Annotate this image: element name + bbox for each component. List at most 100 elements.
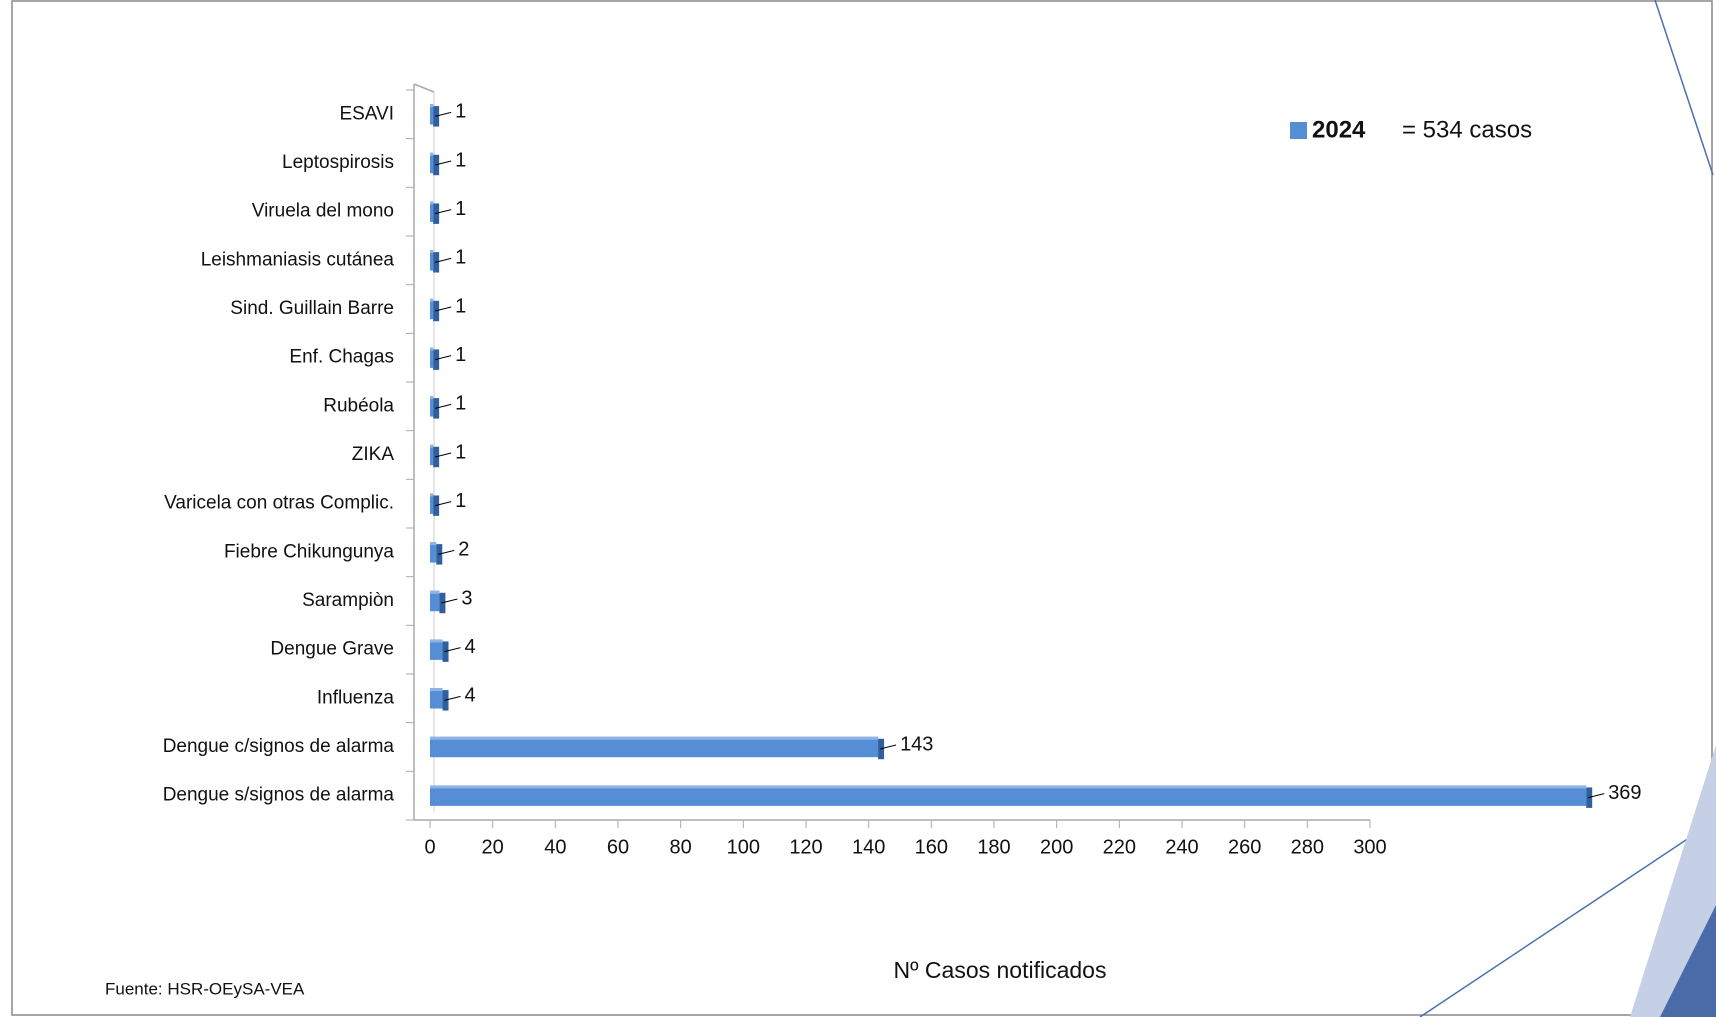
bar-top [430, 347, 434, 351]
x-axis-title: Nº Casos notificados [894, 957, 1107, 983]
legend: 2024 = 534 casos [1290, 116, 1532, 143]
bar [430, 785, 1587, 806]
x-tick-label: 100 [727, 836, 760, 858]
bar-top [430, 736, 879, 740]
x-tick-label: 280 [1291, 836, 1324, 858]
x-tick-label: 220 [1103, 836, 1136, 858]
bar [430, 688, 443, 709]
chart-border [11, 0, 1713, 1016]
bar [430, 250, 434, 271]
bar-top [430, 493, 434, 497]
source-note: Fuente: HSR-OEySA-VEA [105, 979, 305, 998]
y-tick-label: Influenza [317, 687, 395, 708]
value-label: 1 [455, 393, 466, 415]
bar [430, 542, 437, 563]
value-label: 1 [455, 247, 466, 269]
leader-line [435, 257, 452, 263]
legend-note: = 534 casos [1402, 116, 1532, 143]
x-tick-label: 200 [1040, 836, 1073, 858]
bar [430, 152, 434, 174]
value-label: 4 [465, 685, 476, 707]
bar [430, 104, 434, 125]
x-tick-label: 300 [1353, 836, 1386, 858]
value-label: 1 [455, 295, 466, 317]
y-tick-label: Viruela del mono [252, 201, 394, 222]
value-label: 369 [1608, 782, 1641, 804]
y-tick-label: ZIKA [352, 444, 395, 465]
x-tick-label: 40 [544, 836, 566, 858]
leader-line [435, 452, 452, 458]
leader-line [435, 111, 452, 117]
value-label: 143 [900, 733, 933, 755]
value-label: 1 [455, 344, 466, 366]
bar-top [430, 152, 434, 156]
leader-line [435, 160, 452, 166]
y-tick-label: Enf. Chagas [289, 347, 394, 368]
leader-line [435, 355, 452, 361]
x-tick-label: 140 [852, 836, 885, 858]
leader-line [435, 501, 452, 507]
x-tick-label: 240 [1165, 836, 1198, 858]
bar-top [430, 444, 434, 448]
y-tick-label: Rubéola [323, 395, 394, 416]
leader-line [444, 695, 461, 701]
bar-top [430, 201, 434, 205]
bar [430, 639, 443, 660]
legend-swatch [1290, 122, 1307, 139]
x-tick-label: 20 [482, 836, 504, 858]
bar-top [430, 639, 443, 643]
bar-top [430, 250, 434, 254]
x-tick-label: 0 [424, 836, 435, 858]
y-tick-label: Varicela con otras Complic. [164, 493, 394, 514]
y-tick-label: Leptospirosis [282, 152, 394, 173]
leader-line [444, 647, 461, 653]
x-tick-label: 60 [607, 836, 629, 858]
leader-line [435, 209, 452, 215]
y-tick-label: Sind. Guillain Barre [230, 298, 394, 319]
decor-line [1654, 0, 1714, 176]
leader-line [441, 598, 458, 604]
bar [430, 396, 434, 417]
x-tick-label: 120 [789, 836, 822, 858]
x-tick-label: 160 [915, 836, 948, 858]
leader-line [438, 549, 455, 555]
legend-label: 2024 [1312, 116, 1366, 143]
y-tick-label: ESAVI [339, 103, 394, 124]
bar-top [430, 104, 434, 108]
value-label: 4 [465, 636, 476, 658]
y-tick-label: Dengue Grave [270, 639, 394, 660]
y-tick-label: Dengue c/signos de alarma [163, 736, 395, 757]
bar-top [430, 785, 1587, 789]
value-label: 1 [455, 198, 466, 220]
bar [430, 444, 434, 466]
bar-top [430, 542, 437, 546]
x-tick-label: 260 [1228, 836, 1261, 858]
leader-line [435, 306, 452, 312]
leader-line [435, 403, 452, 409]
y-tick-label: Leishmaniasis cutánea [201, 249, 395, 270]
bar-top [430, 396, 434, 400]
value-label: 2 [458, 539, 469, 561]
bar [430, 298, 434, 320]
leader-line [879, 744, 897, 750]
x-tick-label: 180 [977, 836, 1010, 858]
x-tick-label: 80 [670, 836, 692, 858]
value-label: 1 [455, 149, 466, 171]
bar [430, 493, 434, 514]
y-tick-label: Fiebre Chikungunya [224, 541, 394, 562]
bar [430, 201, 434, 222]
y-tick-label: Dengue s/signos de alarma [163, 785, 395, 806]
value-label: 1 [455, 490, 466, 512]
bar-top [430, 688, 443, 692]
y-tick-label: Sarampiòn [302, 590, 394, 611]
value-label: 1 [455, 101, 466, 123]
y-axis-depth [413, 83, 435, 93]
bar [430, 590, 440, 612]
decor-triangle [1660, 905, 1716, 1017]
bar [430, 736, 879, 758]
value-label: 1 [455, 441, 466, 463]
value-label: 3 [461, 587, 472, 609]
bar-top [430, 590, 440, 594]
leader-line [1588, 793, 1605, 799]
bar-top [430, 298, 434, 302]
